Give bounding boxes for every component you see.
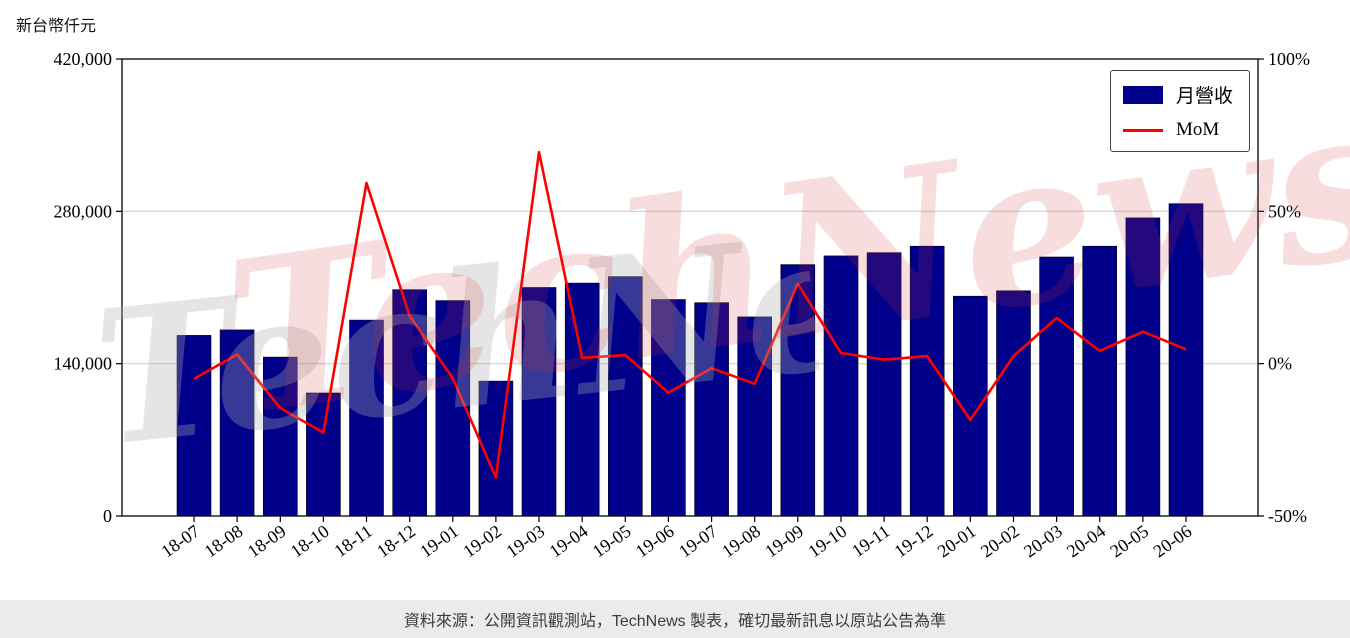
x-tick-label: 19-05 <box>589 521 635 561</box>
x-tick-label: 20-03 <box>1020 521 1066 561</box>
mom-line-swatch <box>1122 128 1163 132</box>
x-tick-label: 19-12 <box>891 521 937 561</box>
x-tick-label: 18-10 <box>287 521 333 561</box>
x-tick-label: 19-10 <box>804 521 850 561</box>
revenue-bar <box>823 255 859 517</box>
revenue-bar <box>392 289 428 517</box>
revenue-bar <box>1168 203 1204 517</box>
plot-frame <box>121 58 1259 517</box>
revenue-bar <box>694 302 729 517</box>
right-tick-label: 0% <box>1268 354 1292 374</box>
x-tick-label: 19-11 <box>848 521 893 561</box>
x-tick-label: 19-04 <box>546 521 592 561</box>
footer-source-note: 資料來源：公開資訊觀測站，TechNews 製表，確切最新訊息以原站公告為準 <box>0 600 1350 638</box>
chart-legend: 月營收 MoM <box>1109 70 1250 152</box>
x-tick-label: 19-08 <box>718 521 764 561</box>
revenue-bar <box>866 252 902 517</box>
revenue-bar <box>909 245 945 517</box>
revenue-bar <box>607 276 643 517</box>
x-tick-label: 19-03 <box>502 521 548 561</box>
left-tick-label: 140,000 <box>54 354 113 374</box>
legend-item-mom: MoM <box>1122 119 1233 141</box>
revenue-bar <box>219 329 255 517</box>
right-tick-label: 50% <box>1268 201 1301 221</box>
x-tick-label: 18-07 <box>157 521 203 561</box>
x-tick-label: 19-02 <box>459 521 505 561</box>
x-tick-label: 18-12 <box>373 521 419 561</box>
x-tick-label: 20-06 <box>1149 521 1195 561</box>
revenue-bar <box>651 299 686 517</box>
revenue-bar <box>176 335 212 517</box>
x-tick-label: 19-06 <box>632 521 678 561</box>
revenue-bar <box>1125 217 1161 517</box>
x-tick-label: 18-11 <box>330 521 375 561</box>
legend-item-revenue: 月營收 <box>1122 81 1233 108</box>
revenue-bar <box>262 356 298 517</box>
right-tick-label: 100% <box>1268 49 1310 69</box>
revenue-bar <box>564 282 600 517</box>
x-tick-label: 20-01 <box>934 521 980 561</box>
x-tick-label: 19-07 <box>675 521 721 561</box>
x-tick-label: 18-09 <box>244 521 290 561</box>
revenue-mom-chart: 0 140,000 280,000 420,000 -50% 0% 50% 100% 18-07… <box>54 49 1311 561</box>
revenue-bar <box>780 264 816 517</box>
left-tick-label: 280,000 <box>54 201 113 221</box>
x-tick-label: 18-08 <box>201 521 247 561</box>
revenue-bar <box>952 295 988 517</box>
x-tick-label: 20-02 <box>977 521 1023 561</box>
revenue-bar <box>349 319 384 517</box>
revenue-bar <box>306 392 341 517</box>
left-tick-label: 420,000 <box>54 49 113 69</box>
legend-label-revenue: 月營收 <box>1175 86 1233 107</box>
mom-line <box>193 150 1187 479</box>
revenue-bar <box>1039 256 1074 517</box>
y-axis-title: 新台幣仟元 <box>16 18 97 35</box>
revenue-bar <box>737 316 773 517</box>
revenue-bar <box>435 300 471 517</box>
x-tick-label: 19-01 <box>416 521 462 561</box>
revenue-bar <box>1082 245 1117 517</box>
x-tick-label: 20-04 <box>1063 521 1109 561</box>
revenue-bar <box>996 290 1031 517</box>
x-tick-label: 20-05 <box>1106 521 1152 561</box>
right-tick-label: -50% <box>1268 506 1307 526</box>
x-tick-label: 19-09 <box>761 521 807 561</box>
revenue-bar <box>521 287 557 517</box>
revenue-bar-swatch <box>1122 85 1163 104</box>
legend-label-mom: MoM <box>1175 119 1220 140</box>
left-tick-label: 0 <box>103 506 112 526</box>
